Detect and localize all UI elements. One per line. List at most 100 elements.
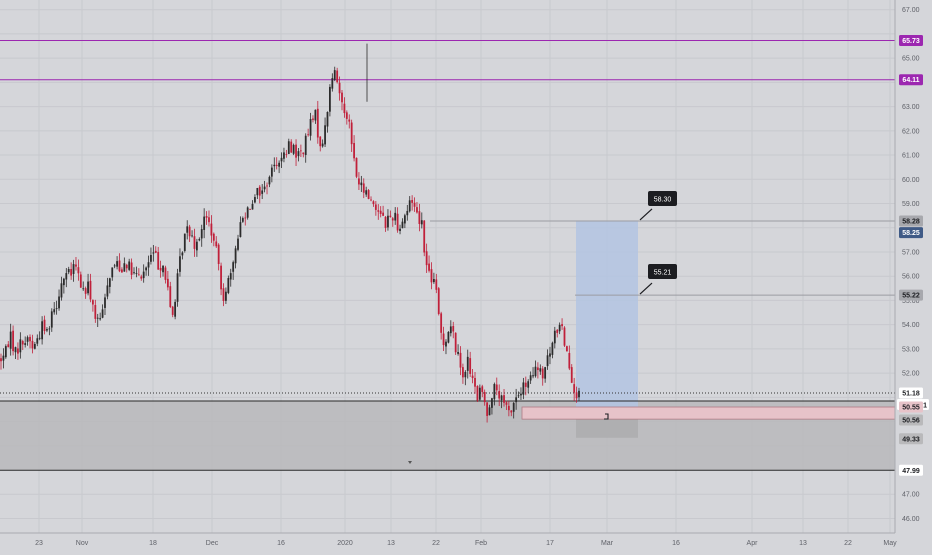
candle-body bbox=[266, 185, 268, 187]
candle-body bbox=[512, 403, 515, 412]
x-tick-label: 13 bbox=[799, 540, 807, 547]
candle-body bbox=[539, 368, 542, 372]
callout-label: 55.21 bbox=[654, 270, 672, 277]
candle-body bbox=[314, 109, 317, 121]
target-blue-label: 58.25 bbox=[902, 230, 920, 237]
candle-body bbox=[174, 301, 177, 317]
candle-body bbox=[488, 407, 491, 416]
candle-body bbox=[150, 255, 152, 262]
candle-body bbox=[413, 202, 416, 207]
candle-body bbox=[394, 212, 397, 221]
candle-body bbox=[159, 267, 162, 271]
candle-body bbox=[135, 272, 138, 274]
candle-body bbox=[128, 261, 131, 270]
candle-body bbox=[75, 264, 77, 267]
candle-body bbox=[198, 239, 201, 241]
candle-body bbox=[541, 368, 544, 379]
candle-body bbox=[241, 218, 244, 222]
candle-body bbox=[399, 228, 401, 231]
candle-body bbox=[154, 250, 157, 253]
candle-body bbox=[411, 199, 414, 203]
candle-body bbox=[2, 355, 5, 361]
candle-body bbox=[96, 317, 99, 319]
candle-body bbox=[220, 265, 222, 290]
callout-box bbox=[648, 264, 677, 279]
cursor-icon bbox=[604, 413, 609, 420]
current-price-label: 51.18 bbox=[902, 390, 920, 397]
candle-body bbox=[333, 70, 336, 80]
candle-body bbox=[89, 280, 92, 300]
resistance-1-label-tag bbox=[899, 34, 923, 46]
candle-body bbox=[534, 366, 537, 377]
x-tick-label: 13 bbox=[387, 540, 395, 547]
candle-body bbox=[437, 288, 440, 314]
candle-body bbox=[350, 122, 353, 145]
candle-body bbox=[188, 226, 191, 237]
candle-body bbox=[384, 216, 387, 228]
candle-body bbox=[208, 217, 210, 223]
candle-body bbox=[309, 118, 312, 136]
candle-body bbox=[331, 78, 334, 89]
candle-body bbox=[234, 248, 237, 264]
candles bbox=[0, 43, 580, 423]
candle-body bbox=[299, 150, 302, 152]
y-tick-label: 59.00 bbox=[902, 201, 920, 208]
candle-body bbox=[566, 346, 568, 352]
y-tick-label: 54.00 bbox=[902, 322, 920, 329]
candle-body bbox=[130, 262, 133, 275]
candle-body bbox=[14, 347, 17, 353]
candle-body bbox=[116, 261, 118, 267]
candle-body bbox=[147, 262, 150, 268]
candle-body bbox=[84, 288, 87, 294]
candle-body bbox=[79, 274, 82, 288]
candle-body bbox=[295, 144, 297, 158]
candle-body bbox=[459, 352, 462, 368]
candle-body bbox=[162, 265, 164, 273]
candle-body bbox=[251, 203, 254, 210]
candle-body bbox=[507, 405, 510, 411]
zone-bottom-label-tag bbox=[899, 464, 923, 476]
candle-body bbox=[515, 397, 518, 403]
candle-body bbox=[505, 402, 508, 405]
candle-body bbox=[406, 210, 409, 216]
candle-body bbox=[372, 201, 375, 205]
candle-body bbox=[578, 390, 580, 398]
candle-body bbox=[270, 167, 273, 177]
candle-body bbox=[210, 223, 213, 236]
y-tick-label: 53.00 bbox=[902, 346, 920, 353]
zone-mid-label: 50.55 bbox=[902, 404, 920, 411]
candle-body bbox=[183, 233, 186, 251]
candle-body bbox=[520, 393, 522, 396]
entry-zone bbox=[521, 406, 896, 420]
candle-body bbox=[222, 288, 225, 301]
candle-body bbox=[50, 311, 53, 328]
x-tick-label: Nov bbox=[76, 540, 89, 547]
candle-body bbox=[478, 387, 481, 400]
candle-body bbox=[401, 221, 404, 229]
candle-body bbox=[442, 333, 445, 346]
candle-body bbox=[495, 384, 498, 391]
candle-body bbox=[261, 190, 264, 194]
x-tick-label: Feb bbox=[475, 540, 487, 547]
candle-body bbox=[249, 208, 251, 210]
candle-body bbox=[338, 82, 341, 94]
resistance-2-label: 64.11 bbox=[902, 77, 919, 84]
candle-body bbox=[70, 269, 73, 276]
candle-body bbox=[246, 207, 249, 218]
x-tick-label: 17 bbox=[546, 540, 554, 547]
target-line-label: 58.28 bbox=[902, 218, 920, 225]
y-tick-label: 67.00 bbox=[902, 7, 920, 14]
candle-body bbox=[457, 351, 459, 354]
candle-body bbox=[38, 337, 41, 339]
candle-body bbox=[239, 222, 242, 237]
candle-body bbox=[205, 216, 208, 218]
candle-body bbox=[254, 197, 256, 203]
callout-box bbox=[648, 191, 677, 206]
candle-body bbox=[367, 190, 370, 199]
y-tick-label: 46.00 bbox=[902, 516, 920, 523]
zone-mid-label-tag bbox=[899, 401, 923, 413]
x-tick-label: 18 bbox=[149, 540, 157, 547]
candle-body bbox=[418, 211, 421, 224]
